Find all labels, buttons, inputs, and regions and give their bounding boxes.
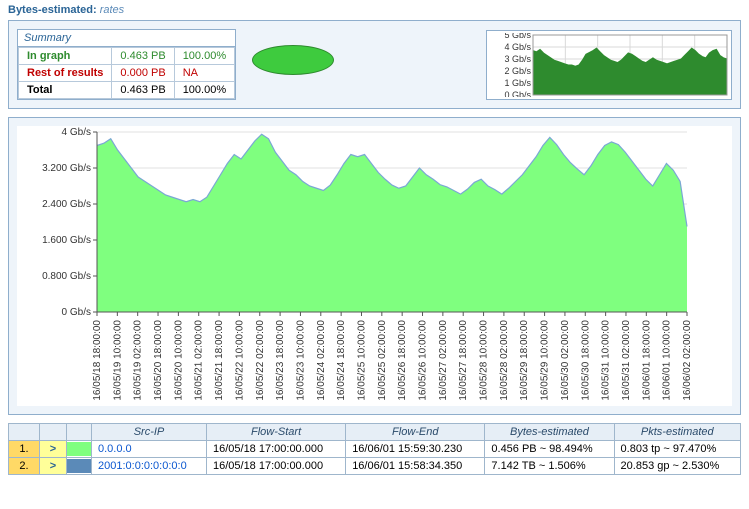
summary-label: Total (19, 82, 112, 99)
col-blank (67, 424, 92, 441)
svg-text:5 Gb/s: 5 Gb/s (504, 33, 531, 40)
title-main: Bytes-estimated: (8, 4, 97, 16)
svg-text:16/05/24 02:00:00: 16/05/24 02:00:00 (316, 320, 327, 401)
summary-pct: 100.00% (174, 48, 234, 65)
main-chart: 4 Gb/s 3.200 Gb/s 2.400 Gb/s 1.600 Gb/s 0.80… (17, 126, 697, 406)
page-title: Bytes-estimated: rates (0, 0, 749, 20)
cell-flow-start: 16/05/18 17:00:00.000 (206, 458, 345, 475)
cell-flow-end: 16/06/01 15:58:34.350 (346, 458, 485, 475)
cell-src-ip: 2001:0:0:0:0:0:0:0 (92, 458, 207, 475)
summary-value: 0.000 PB (112, 65, 174, 82)
svg-text:16/06/01 10:00:00: 16/06/01 10:00:00 (662, 320, 673, 401)
svg-text:1.600 Gb/s: 1.600 Gb/s (42, 235, 91, 246)
svg-text:16/05/22 10:00:00: 16/05/22 10:00:00 (234, 320, 245, 401)
svg-text:16/05/20 18:00:00: 16/05/20 18:00:00 (153, 320, 164, 401)
main-chart-panel: 4 Gb/s 3.200 Gb/s 2.400 Gb/s 1.600 Gb/s 0.80… (8, 117, 741, 415)
svg-text:16/05/26 10:00:00: 16/05/26 10:00:00 (418, 320, 429, 401)
svg-text:16/05/24 18:00:00: 16/05/24 18:00:00 (336, 320, 347, 401)
svg-text:0 Gb/s: 0 Gb/s (504, 90, 531, 97)
svg-text:0 Gb/s: 0 Gb/s (62, 307, 91, 318)
summary-panel: Summary In graph 0.463 PB 100.00% Rest o… (8, 20, 741, 109)
svg-text:16/05/27 02:00:00: 16/05/27 02:00:00 (438, 320, 449, 401)
col-blank (40, 424, 67, 441)
svg-text:16/05/22 02:00:00: 16/05/22 02:00:00 (255, 320, 266, 401)
series-color-swatch (67, 441, 92, 458)
svg-text:16/05/25 10:00:00: 16/05/25 10:00:00 (356, 320, 367, 401)
svg-text:16/05/29 18:00:00: 16/05/29 18:00:00 (519, 320, 530, 401)
table-row: 1.>0.0.0.0 16/05/18 17:00:00.00016/06/01 … (9, 441, 741, 458)
table-row: 2.>2001:0:0:0:0:0:0:0 16/05/18 17:00:00.0… (9, 458, 741, 475)
cell-src-ip: 0.0.0.0 (92, 441, 207, 458)
cell-flow-start: 16/05/18 17:00:00.000 (206, 441, 345, 458)
summary-row-rest: Rest of results 0.000 PB NA (19, 65, 235, 82)
svg-text:16/05/31 02:00:00: 16/05/31 02:00:00 (621, 320, 632, 401)
svg-text:16/05/19 10:00:00: 16/05/19 10:00:00 (112, 320, 123, 401)
col-flow-start[interactable]: Flow-Start (206, 424, 345, 441)
svg-text:16/05/29 10:00:00: 16/05/29 10:00:00 (540, 320, 551, 401)
summary-row-total: Total 0.463 PB 100.00% (19, 82, 235, 99)
expand-button[interactable]: > (40, 441, 67, 458)
summary-pie-icon (252, 45, 332, 85)
expand-button[interactable]: > (40, 458, 67, 475)
svg-text:1 Gb/s: 1 Gb/s (504, 78, 531, 88)
title-sub: rates (100, 4, 124, 16)
cell-bytes-est: 7.142 TB ~ 1.506% (485, 458, 614, 475)
svg-text:3.200 Gb/s: 3.200 Gb/s (42, 163, 91, 174)
svg-text:4 Gb/s: 4 Gb/s (504, 42, 531, 52)
results-table: Src-IP Flow-Start Flow-End Bytes-estimat… (8, 423, 741, 475)
svg-text:16/05/28 02:00:00: 16/05/28 02:00:00 (499, 320, 510, 401)
cell-flow-end: 16/06/01 15:59:30.230 (346, 441, 485, 458)
src-ip-link[interactable]: 0.0.0.0 (98, 443, 132, 455)
row-index: 2. (9, 458, 40, 475)
cell-pkts-est: 0.803 tp ~ 97.470% (614, 441, 740, 458)
col-bytes-est[interactable]: Bytes-estimated (485, 424, 614, 441)
svg-text:16/05/21 02:00:00: 16/05/21 02:00:00 (194, 320, 205, 401)
summary-value: 0.463 PB (112, 48, 174, 65)
svg-text:2 Gb/s: 2 Gb/s (504, 66, 531, 76)
svg-text:16/05/20 10:00:00: 16/05/20 10:00:00 (173, 320, 184, 401)
col-src-ip[interactable]: Src-IP (92, 424, 207, 441)
src-ip-link[interactable]: 2001:0:0:0:0:0:0:0 (98, 460, 187, 472)
svg-text:16/05/28 10:00:00: 16/05/28 10:00:00 (479, 320, 490, 401)
svg-text:16/06/01 18:00:00: 16/06/01 18:00:00 (641, 320, 652, 401)
svg-text:16/05/21 18:00:00: 16/05/21 18:00:00 (214, 320, 225, 401)
cell-bytes-est: 0.456 PB ~ 98.494% (485, 441, 614, 458)
summary-sparkline: 5 Gb/s 4 Gb/s 3 Gb/s 2 Gb/s 1 Gb/s 0 Gb/s (486, 30, 732, 100)
svg-text:3 Gb/s: 3 Gb/s (504, 54, 531, 64)
col-blank (9, 424, 40, 441)
row-index: 1. (9, 441, 40, 458)
summary-row-ingraph: In graph 0.463 PB 100.00% (19, 48, 235, 65)
series-color-swatch (67, 458, 92, 475)
svg-text:2.400 Gb/s: 2.400 Gb/s (42, 199, 91, 210)
summary-pct: NA (174, 65, 234, 82)
svg-text:4 Gb/s: 4 Gb/s (62, 127, 91, 138)
summary-label: In graph (19, 48, 112, 65)
svg-text:16/05/31 10:00:00: 16/05/31 10:00:00 (601, 320, 612, 401)
summary-caption: Summary (18, 30, 235, 47)
svg-text:16/05/25 02:00:00: 16/05/25 02:00:00 (377, 320, 388, 401)
col-flow-end[interactable]: Flow-End (346, 424, 485, 441)
svg-text:16/05/27 18:00:00: 16/05/27 18:00:00 (458, 320, 469, 401)
summary-table: In graph 0.463 PB 100.00% Rest of result… (18, 47, 235, 99)
sparkline-chart: 5 Gb/s 4 Gb/s 3 Gb/s 2 Gb/s 1 Gb/s 0 Gb/s (489, 33, 729, 97)
cell-pkts-est: 20.853 gp ~ 2.530% (614, 458, 740, 475)
svg-text:0.800 Gb/s: 0.800 Gb/s (42, 271, 91, 282)
svg-text:16/05/30 18:00:00: 16/05/30 18:00:00 (580, 320, 591, 401)
svg-text:16/05/23 18:00:00: 16/05/23 18:00:00 (275, 320, 286, 401)
summary-label: Rest of results (19, 65, 112, 82)
svg-text:16/05/26 18:00:00: 16/05/26 18:00:00 (397, 320, 408, 401)
col-pkts-est[interactable]: Pkts-estimated (614, 424, 740, 441)
svg-text:16/06/02 02:00:00: 16/06/02 02:00:00 (682, 320, 693, 401)
summary-pct: 100.00% (174, 82, 234, 99)
svg-text:16/05/19 02:00:00: 16/05/19 02:00:00 (133, 320, 144, 401)
svg-text:16/05/23 10:00:00: 16/05/23 10:00:00 (295, 320, 306, 401)
svg-text:16/05/30 02:00:00: 16/05/30 02:00:00 (560, 320, 571, 401)
summary-value: 0.463 PB (112, 82, 174, 99)
svg-text:16/05/18 18:00:00: 16/05/18 18:00:00 (92, 320, 103, 401)
summary-block: Summary In graph 0.463 PB 100.00% Rest o… (17, 29, 236, 100)
